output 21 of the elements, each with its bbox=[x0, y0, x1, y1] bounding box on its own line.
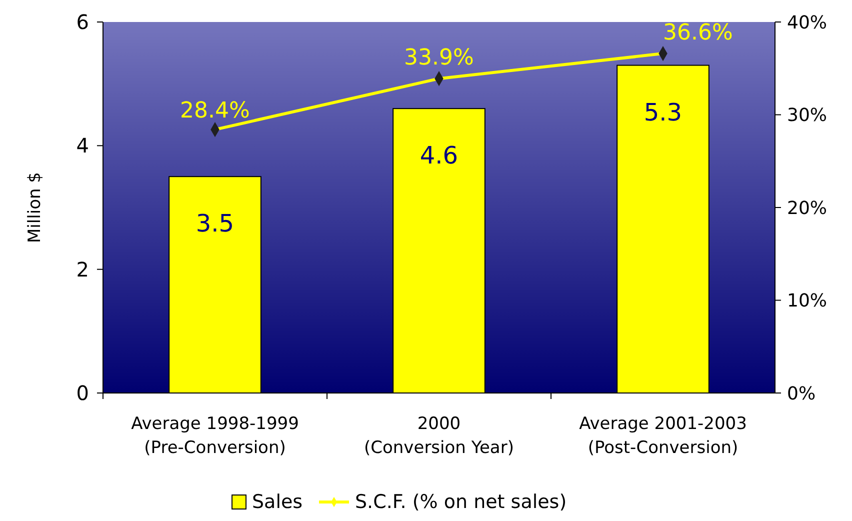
y-tick-label: 6 bbox=[76, 10, 89, 34]
x-tick-label: Average 1998-1999 (Pre-Conversion) bbox=[131, 414, 299, 458]
y-tick-label: 2 bbox=[76, 257, 89, 282]
y-tick-label: 0 bbox=[76, 381, 89, 405]
y2-tick-label: 0% bbox=[787, 383, 816, 404]
data-label: 4.6 bbox=[420, 142, 458, 170]
legend-label: Sales bbox=[252, 491, 303, 513]
x-tick-label: Average 2001-2003 (Post-Conversion) bbox=[579, 414, 747, 458]
data-label: 3.5 bbox=[196, 210, 234, 238]
x-tick-label: 2000 (Conversion Year) bbox=[364, 414, 514, 458]
y2-tick-label: 30% bbox=[787, 105, 828, 126]
data-label: 28.4% bbox=[180, 98, 250, 124]
y2-tick-label: 20% bbox=[787, 198, 828, 219]
legend-label: S.C.F. (% on net sales) bbox=[355, 491, 567, 513]
y-tick-label: 4 bbox=[76, 134, 89, 158]
y2-tick-label: 40% bbox=[787, 12, 828, 34]
data-label: 36.6% bbox=[663, 20, 733, 46]
y2-tick-label: 10% bbox=[787, 290, 828, 312]
data-label: 5.3 bbox=[644, 98, 682, 126]
data-label: 33.9% bbox=[404, 46, 474, 71]
y-axis-title: Million $ bbox=[25, 172, 45, 243]
